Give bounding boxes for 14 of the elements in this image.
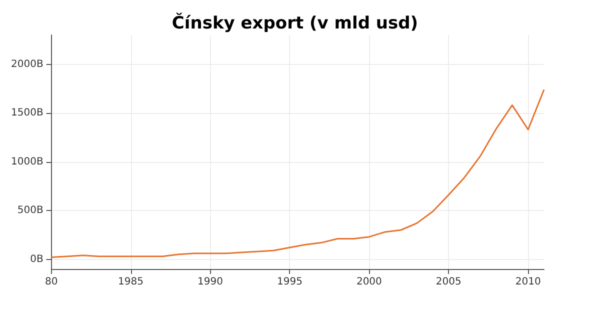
chart-title: Čínsky export (v mld usd) (172, 12, 418, 34)
line-series (50, 88, 545, 258)
y-tick-label: 2000B (10, 58, 44, 70)
x-tick-label: 1995 (276, 276, 302, 288)
x-tick-label: 1990 (198, 276, 223, 288)
x-tick-label: 2010 (515, 276, 541, 288)
y-tick-label: 1500B (10, 108, 44, 118)
x-tick-label: 1985 (118, 276, 144, 288)
x-tick-label: 80 (44, 276, 58, 288)
y-tick-label: 1000B (10, 156, 44, 168)
x-tick-label: 2005 (436, 276, 462, 288)
x-tick-label: 2000 (356, 276, 382, 288)
y-tick-label: 0B (30, 254, 44, 265)
y-tick-label: 500B (17, 205, 44, 216)
